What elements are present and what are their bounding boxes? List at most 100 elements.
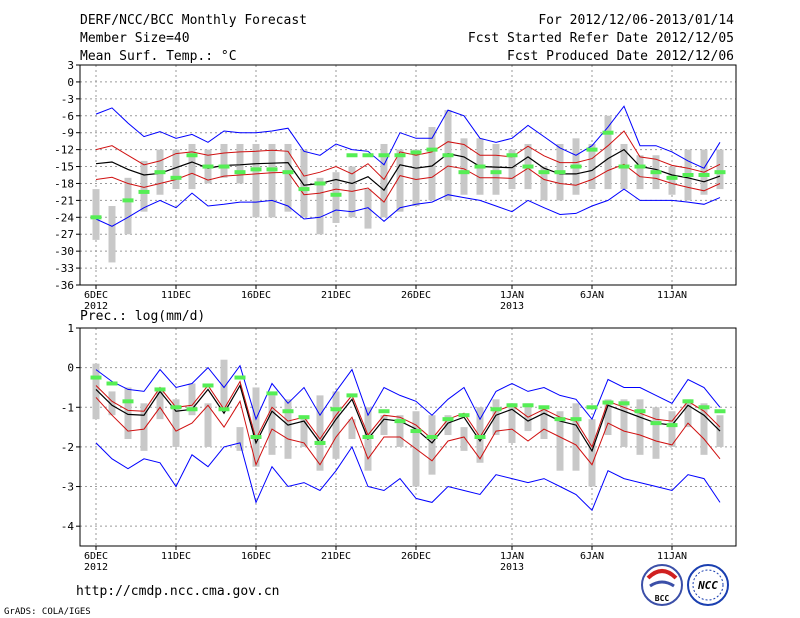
ensemble-bar <box>236 427 244 451</box>
spread-low-line <box>95 163 721 203</box>
ensemble-bar <box>188 143 196 190</box>
ensemble-bar <box>92 363 100 420</box>
y-tick-label: -30 <box>54 245 74 258</box>
ensemble-bar <box>572 403 580 471</box>
forecast-range: For 2012/12/06-2013/01/14 <box>538 13 734 28</box>
ensemble-bar <box>316 177 324 235</box>
observed-marker <box>714 170 726 175</box>
observed-marker <box>266 167 278 172</box>
y-tick-label: -12 <box>54 144 74 157</box>
ensemble-bar <box>396 149 404 212</box>
observed-marker <box>586 147 598 152</box>
extreme-high-line <box>95 364 721 421</box>
ensemble-bar <box>508 149 516 190</box>
ensemble-bar <box>460 138 468 195</box>
ensemble-bar <box>604 115 612 190</box>
x-tick-year-label: 2013 <box>500 301 524 312</box>
ensemble-bar <box>108 391 116 416</box>
observed-marker <box>122 198 134 203</box>
observed-marker <box>266 391 278 396</box>
y-tick-label: -27 <box>54 228 74 241</box>
spread-high-line <box>95 130 721 181</box>
observed-marker <box>698 173 710 177</box>
ensemble-mean-line <box>95 148 721 192</box>
observed-marker <box>250 167 262 172</box>
y-tick-label: -18 <box>54 177 74 190</box>
ncc-logo: NCC <box>687 564 729 606</box>
observed-marker <box>682 173 694 177</box>
ensemble-bar <box>268 143 276 218</box>
ensemble-bar <box>508 403 516 443</box>
observed-marker <box>346 153 358 158</box>
observed-marker <box>362 435 374 439</box>
ensemble-bar <box>380 415 388 436</box>
observed-marker <box>474 164 486 169</box>
observed-marker <box>234 375 246 380</box>
observed-marker <box>490 407 502 412</box>
ensemble-bar <box>172 399 180 447</box>
observed-marker <box>634 409 646 414</box>
ensemble-bar <box>124 387 132 439</box>
fcst-started-date: Fcst Started Refer Date 2012/12/05 <box>468 31 734 46</box>
x-tick-label: 6DEC <box>84 290 108 301</box>
ensemble-bar <box>332 172 340 223</box>
y-tick-label: -6 <box>61 110 74 123</box>
observed-marker <box>666 423 678 428</box>
x-tick-label: 21DEC <box>321 290 351 301</box>
precip-variable-label: Prec.: log(mm/d) <box>80 309 205 324</box>
observed-marker <box>202 164 214 169</box>
ensemble-bar <box>428 415 436 475</box>
observed-marker <box>330 407 342 412</box>
observed-marker <box>650 170 662 175</box>
observed-marker <box>298 415 310 420</box>
ensemble-bar <box>140 160 148 212</box>
ensemble-bar <box>460 427 468 451</box>
observed-marker <box>682 399 694 404</box>
ensemble-bar <box>300 419 308 447</box>
y-tick-label: 3 <box>67 59 74 72</box>
ensemble-bar <box>556 411 564 471</box>
x-tick-label: 11JAN <box>657 290 687 301</box>
ensemble-bar <box>220 359 228 408</box>
observed-marker <box>554 417 566 422</box>
y-tick-label: -1 <box>61 401 74 414</box>
ensemble-bar <box>684 399 692 428</box>
ensemble-bar <box>428 127 436 201</box>
ensemble-bar <box>588 143 596 190</box>
y-tick-label: -15 <box>54 161 74 174</box>
observed-marker <box>330 192 342 197</box>
x-tick-label: 1JAN <box>500 290 524 301</box>
observed-marker <box>570 417 582 422</box>
ensemble-bar <box>348 166 356 218</box>
ensemble-bar <box>668 166 676 195</box>
observed-marker <box>522 164 534 169</box>
observed-marker <box>442 153 454 158</box>
variable-label: Mean Surf. Temp.: °C <box>80 49 237 64</box>
observed-marker <box>650 421 662 426</box>
ensemble-bar <box>220 143 228 178</box>
observed-marker <box>698 405 710 410</box>
observed-marker <box>618 164 630 169</box>
x-tick-year-label: 2013 <box>500 562 524 573</box>
ensemble-bar <box>636 399 644 455</box>
bcc-logo: BCC <box>641 564 683 606</box>
observed-marker <box>442 417 454 422</box>
observed-marker <box>714 409 726 414</box>
ensemble-bar <box>540 407 548 439</box>
ensemble-bar <box>444 415 452 436</box>
observed-marker <box>218 164 230 169</box>
observed-marker <box>170 175 182 180</box>
extreme-low-line <box>95 188 721 227</box>
x-tick-label: 6JAN <box>580 551 604 562</box>
observed-marker <box>106 381 118 386</box>
observed-marker <box>458 413 470 418</box>
ensemble-bar <box>252 143 260 218</box>
x-tick-label: 11DEC <box>161 551 191 562</box>
observed-marker <box>570 164 582 169</box>
ensemble-bar <box>380 143 388 218</box>
observed-marker <box>154 170 166 175</box>
ensemble-bar <box>620 399 628 447</box>
source-url: http://cmdp.ncc.cma.gov.cn <box>76 584 280 599</box>
